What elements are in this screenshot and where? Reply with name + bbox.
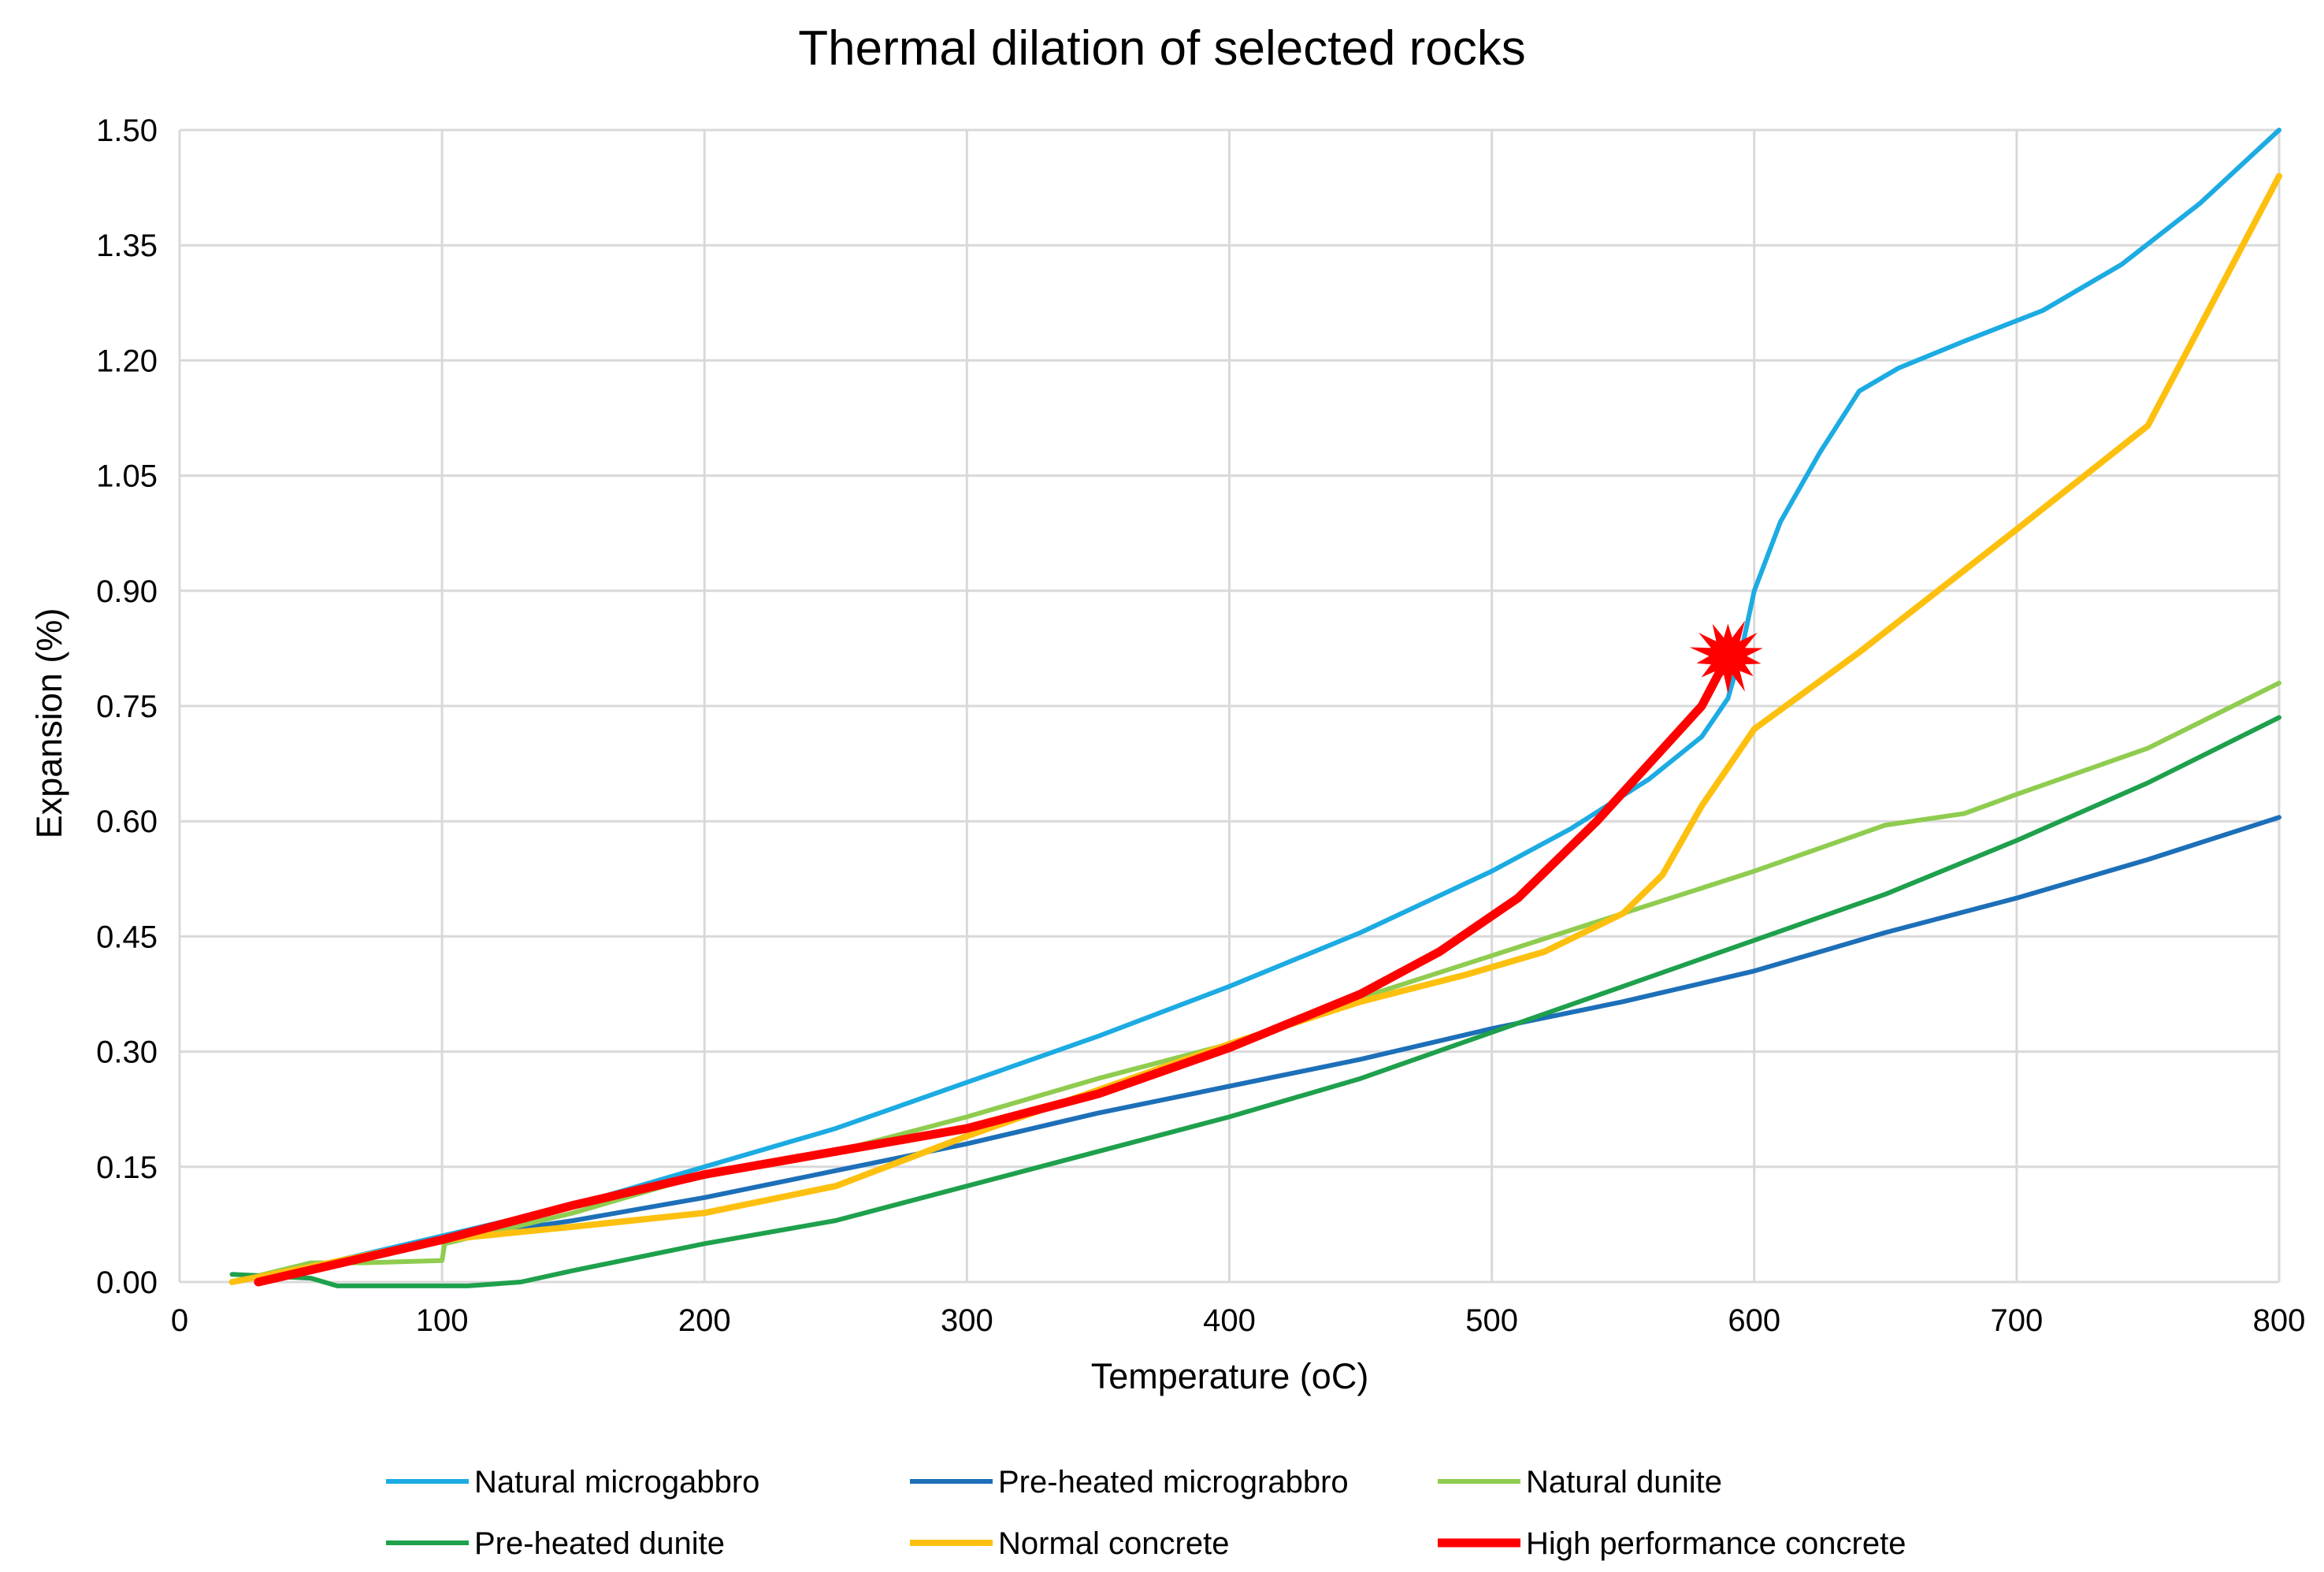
legend-label-5: Normal concrete	[998, 1526, 1229, 1561]
series-line-5	[228, 173, 2282, 1285]
x-tick-label: 200	[678, 1303, 731, 1338]
series-line-4	[229, 715, 2281, 1288]
y-tick-label: 1.50	[96, 113, 158, 148]
series-line-6	[254, 652, 1732, 1287]
legend: Natural microgabbro Pre-heated micrograbb…	[386, 1465, 1906, 1561]
x-tick-label: 300	[941, 1303, 993, 1338]
legend-label-1: Natural microgabbro	[474, 1465, 759, 1500]
y-axis-ticks: 0.00 0.15 0.30 0.45 0.60 0.75 0.90 1.05 1.20 1.35…	[96, 113, 158, 1300]
gridlines	[178, 128, 2281, 1284]
chart-title: Thermal dilation of selected rocks	[798, 21, 1526, 76]
x-tick-label: 0	[171, 1303, 188, 1338]
series-layer	[228, 128, 2282, 1288]
y-tick-label: 0.90	[96, 574, 158, 609]
y-tick-label: 0.75	[96, 689, 158, 724]
y-tick-label: 0.15	[96, 1150, 158, 1185]
x-axis-ticks: 0 100 200 300 400 500 600 700 800	[171, 1303, 2306, 1338]
x-tick-label: 700	[1991, 1303, 2044, 1338]
y-tick-label: 1.35	[96, 229, 158, 263]
legend-label-6: High performance concrete	[1526, 1526, 1906, 1561]
annotation-layer	[1689, 620, 1763, 694]
x-tick-label: 500	[1465, 1303, 1518, 1338]
y-tick-label: 0.45	[96, 920, 158, 954]
series-line-2	[229, 815, 2281, 1284]
y-tick-label: 0.60	[96, 805, 158, 839]
y-tick-label: 0.30	[96, 1035, 158, 1070]
y-tick-label: 1.20	[96, 344, 158, 378]
y-tick-label: 1.05	[96, 459, 158, 494]
x-tick-label: 800	[2253, 1303, 2306, 1338]
legend-label-3: Natural dunite	[1526, 1465, 1722, 1500]
legend-label-4: Pre-heated dunite	[474, 1526, 725, 1561]
x-tick-label: 600	[1728, 1303, 1780, 1338]
failure-burst-marker	[1689, 620, 1763, 694]
series-line-3	[229, 680, 2281, 1284]
y-axis-label: Expansion (%)	[29, 608, 69, 839]
series-line-1	[229, 128, 2281, 1284]
x-tick-label: 400	[1203, 1303, 1256, 1338]
x-axis-label: Temperature (oC)	[1091, 1356, 1369, 1396]
x-tick-label: 100	[416, 1303, 469, 1338]
y-tick-label: 0.00	[96, 1265, 158, 1300]
legend-label-2: Pre-heated micrograbbro	[998, 1465, 1349, 1500]
